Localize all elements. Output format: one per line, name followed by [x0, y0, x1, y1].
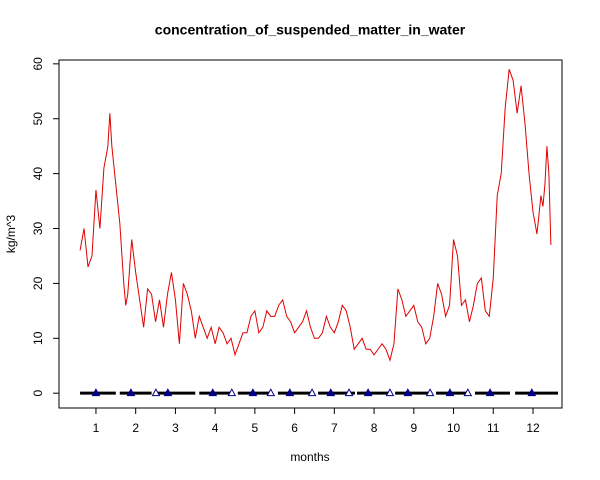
triangle-marker [208, 388, 218, 397]
x-tick-label: 7 [331, 421, 338, 435]
x-tick-label: 12 [526, 421, 540, 435]
x-axis-label: months [290, 450, 329, 464]
triangle-marker [248, 388, 258, 397]
y-tick-label: 20 [31, 276, 45, 290]
data-line [79, 69, 552, 362]
y-axis-label: kg/m^3 [4, 215, 18, 254]
x-tick-label: 1 [93, 421, 100, 435]
x-tick-label: 5 [252, 421, 259, 435]
triangle-marker [385, 388, 395, 397]
triangle-marker [363, 388, 373, 397]
x-tick-label: 3 [172, 421, 179, 435]
x-tick-label: 10 [447, 421, 461, 435]
y-tick-label: 60 [31, 57, 45, 71]
triangle-marker [163, 388, 173, 397]
triangle-marker [344, 388, 354, 397]
triangle-marker [445, 388, 455, 397]
triangle-marker [266, 388, 276, 397]
x-tick-label: 9 [410, 421, 417, 435]
y-tick-label: 0 [31, 390, 45, 397]
triangle-marker [485, 388, 495, 397]
x-tick-label: 4 [212, 421, 219, 435]
triangle-marker [527, 388, 537, 397]
triangle-marker [285, 388, 295, 397]
x-tick-label: 11 [487, 421, 500, 435]
plot-box [58, 59, 563, 409]
triangle-marker [151, 388, 161, 397]
triangle-marker [227, 388, 237, 397]
triangle-marker [307, 388, 317, 397]
y-tick-label: 30 [31, 222, 45, 236]
x-tick-label: 2 [132, 421, 139, 435]
triangle-marker [425, 388, 435, 397]
x-tick-label: 8 [371, 421, 378, 435]
y-tick-label: 10 [31, 331, 45, 345]
triangle-marker [463, 388, 473, 397]
y-tick-label: 50 [31, 112, 45, 126]
x-tick-label: 6 [291, 421, 298, 435]
chart-title: concentration_of_suspended_matter_in_wat… [155, 22, 466, 38]
triangle-marker [403, 388, 413, 397]
triangle-marker [91, 388, 101, 397]
triangle-marker [326, 388, 336, 397]
triangle-marker [126, 388, 136, 397]
y-tick-label: 40 [31, 167, 45, 181]
